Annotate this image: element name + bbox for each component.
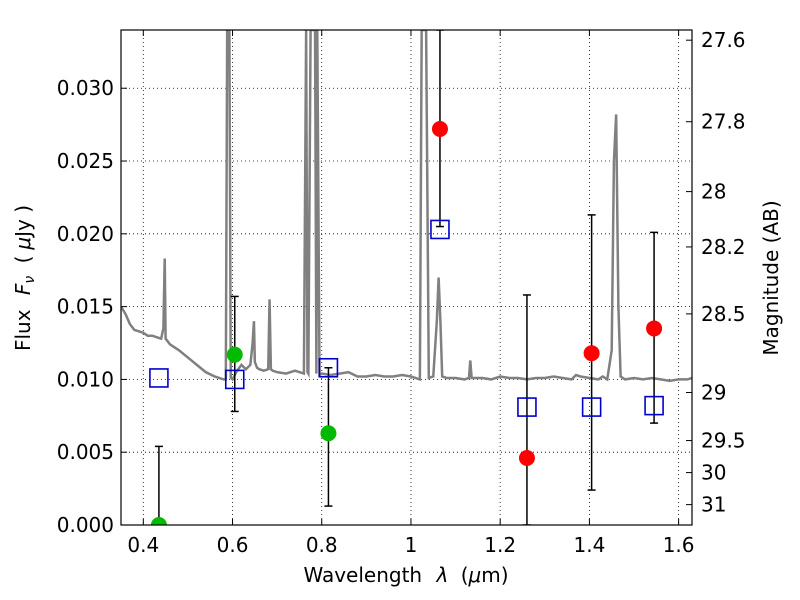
y-axis-label-unit-rest: Jy ) bbox=[11, 205, 35, 239]
x-tick-label: 0.6 bbox=[217, 533, 249, 557]
magnitude-tick-label: 29.5 bbox=[701, 429, 746, 453]
x-axis-label-prefix: Wavelength bbox=[303, 563, 422, 587]
x-axis-label-mu: μ bbox=[468, 563, 482, 587]
y-tick-label: 0.010 bbox=[57, 367, 114, 391]
model-point-square bbox=[517, 397, 537, 417]
upper-limit-point bbox=[518, 450, 535, 467]
x-axis-ticks: 0.4 0.6 0.8 1 1.2 1.4 1.6 bbox=[127, 30, 695, 557]
magnitude-tick-label: 31 bbox=[701, 493, 726, 517]
model-point-square bbox=[318, 357, 339, 378]
magnitude-tick-label: 29 bbox=[701, 381, 726, 405]
plot-frame bbox=[120, 29, 693, 526]
y-axis-label-mu: μ bbox=[11, 237, 35, 251]
spectrum-line bbox=[121, 30, 692, 383]
plot-area bbox=[121, 30, 692, 383]
model-point-square bbox=[644, 395, 664, 416]
magnitude-axis-ticks: 27.6 27.8 28 28.2 28.5 29 29.5 30 31 bbox=[686, 28, 746, 517]
y-tick-label: 0.030 bbox=[57, 76, 114, 100]
y-tick-label: 0.005 bbox=[57, 440, 114, 464]
y-tick-label: 0.025 bbox=[57, 149, 114, 173]
x-tick-label: 0.4 bbox=[127, 533, 159, 557]
x-tick-label: 1.6 bbox=[663, 533, 695, 557]
model-point-square bbox=[581, 397, 602, 417]
y-tick-label: 0.000 bbox=[57, 513, 114, 537]
marker-layer bbox=[149, 121, 664, 525]
magnitude-tick-label: 30 bbox=[701, 461, 726, 485]
x-axis-label-unit-rest: m) bbox=[481, 563, 508, 587]
y-axis-label: Flux Fν ( μJy ) bbox=[11, 205, 39, 351]
model-point-square bbox=[430, 219, 450, 240]
x-axis-label-unit-open: ( bbox=[461, 563, 469, 587]
model-point-square bbox=[224, 369, 245, 390]
grid-layer bbox=[121, 30, 692, 526]
x-tick-label: 0.8 bbox=[306, 533, 338, 557]
magnitude-tick-label: 27.6 bbox=[701, 28, 746, 52]
magnitude-tick-label: 28.5 bbox=[701, 302, 746, 326]
y-axis-label-prefix: Flux bbox=[11, 309, 35, 351]
detection-point bbox=[320, 425, 337, 442]
y-axis-label-unit-open: ( bbox=[11, 256, 35, 264]
upper-limit-point bbox=[583, 345, 600, 362]
x-tick-label: 1.4 bbox=[573, 533, 605, 557]
detection-point bbox=[150, 517, 167, 525]
x-tick-label: 1 bbox=[405, 533, 418, 557]
y-axis-label-symbol: F bbox=[11, 283, 35, 295]
upper-limit-point bbox=[431, 121, 448, 137]
x-tick-label: 1.2 bbox=[484, 533, 516, 557]
y-tick-label: 0.020 bbox=[57, 222, 114, 246]
x-axis-label-symbol: λ bbox=[435, 563, 448, 587]
magnitude-tick-label: 27.8 bbox=[701, 110, 746, 134]
y-axis-label-subscript: ν bbox=[22, 276, 38, 284]
magnitude-tick-label: 28 bbox=[701, 180, 726, 204]
magnitude-axis-label: Magnitude (AB) bbox=[759, 200, 783, 355]
detection-point bbox=[226, 346, 243, 363]
magnitude-tick-label: 28.2 bbox=[701, 235, 746, 259]
x-axis-label: Wavelength λ (μm) bbox=[303, 563, 508, 587]
y-axis-ticks: 0.000 0.005 0.010 0.015 0.020 0.025 0.030 bbox=[57, 76, 127, 537]
model-point-square bbox=[149, 368, 169, 388]
upper-limit-point bbox=[646, 320, 663, 337]
y-tick-label: 0.015 bbox=[57, 295, 114, 319]
